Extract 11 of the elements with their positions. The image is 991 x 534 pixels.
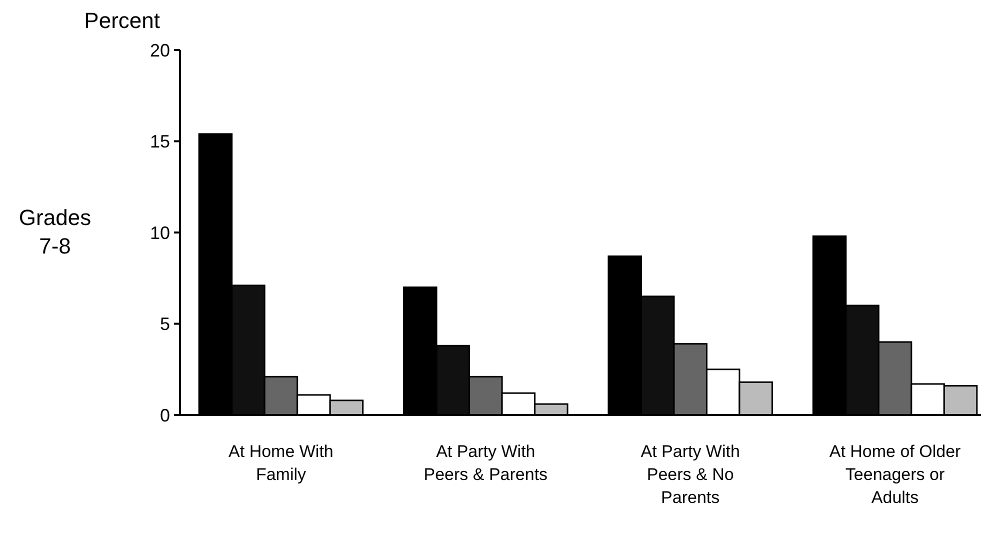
y-tick-label: 15 bbox=[150, 132, 170, 152]
y-tick-label: 20 bbox=[150, 40, 170, 60]
y-tick-label: 10 bbox=[150, 222, 170, 243]
x-tick-label: At Home With Family bbox=[228, 442, 334, 484]
x-tick-label: At Party With Peers & No Parents bbox=[640, 442, 740, 507]
x-tick-label: At Home of Older Teenagers or Adults bbox=[829, 442, 962, 507]
text: Grades 7-8 bbox=[18, 205, 92, 259]
y-tick-label: 0 bbox=[160, 405, 170, 426]
y-axis-title: Percent bbox=[84, 8, 160, 33]
x-tick-label: At Party With Peers & Parents bbox=[424, 442, 548, 484]
y-tick-label: 5 bbox=[160, 314, 170, 334]
